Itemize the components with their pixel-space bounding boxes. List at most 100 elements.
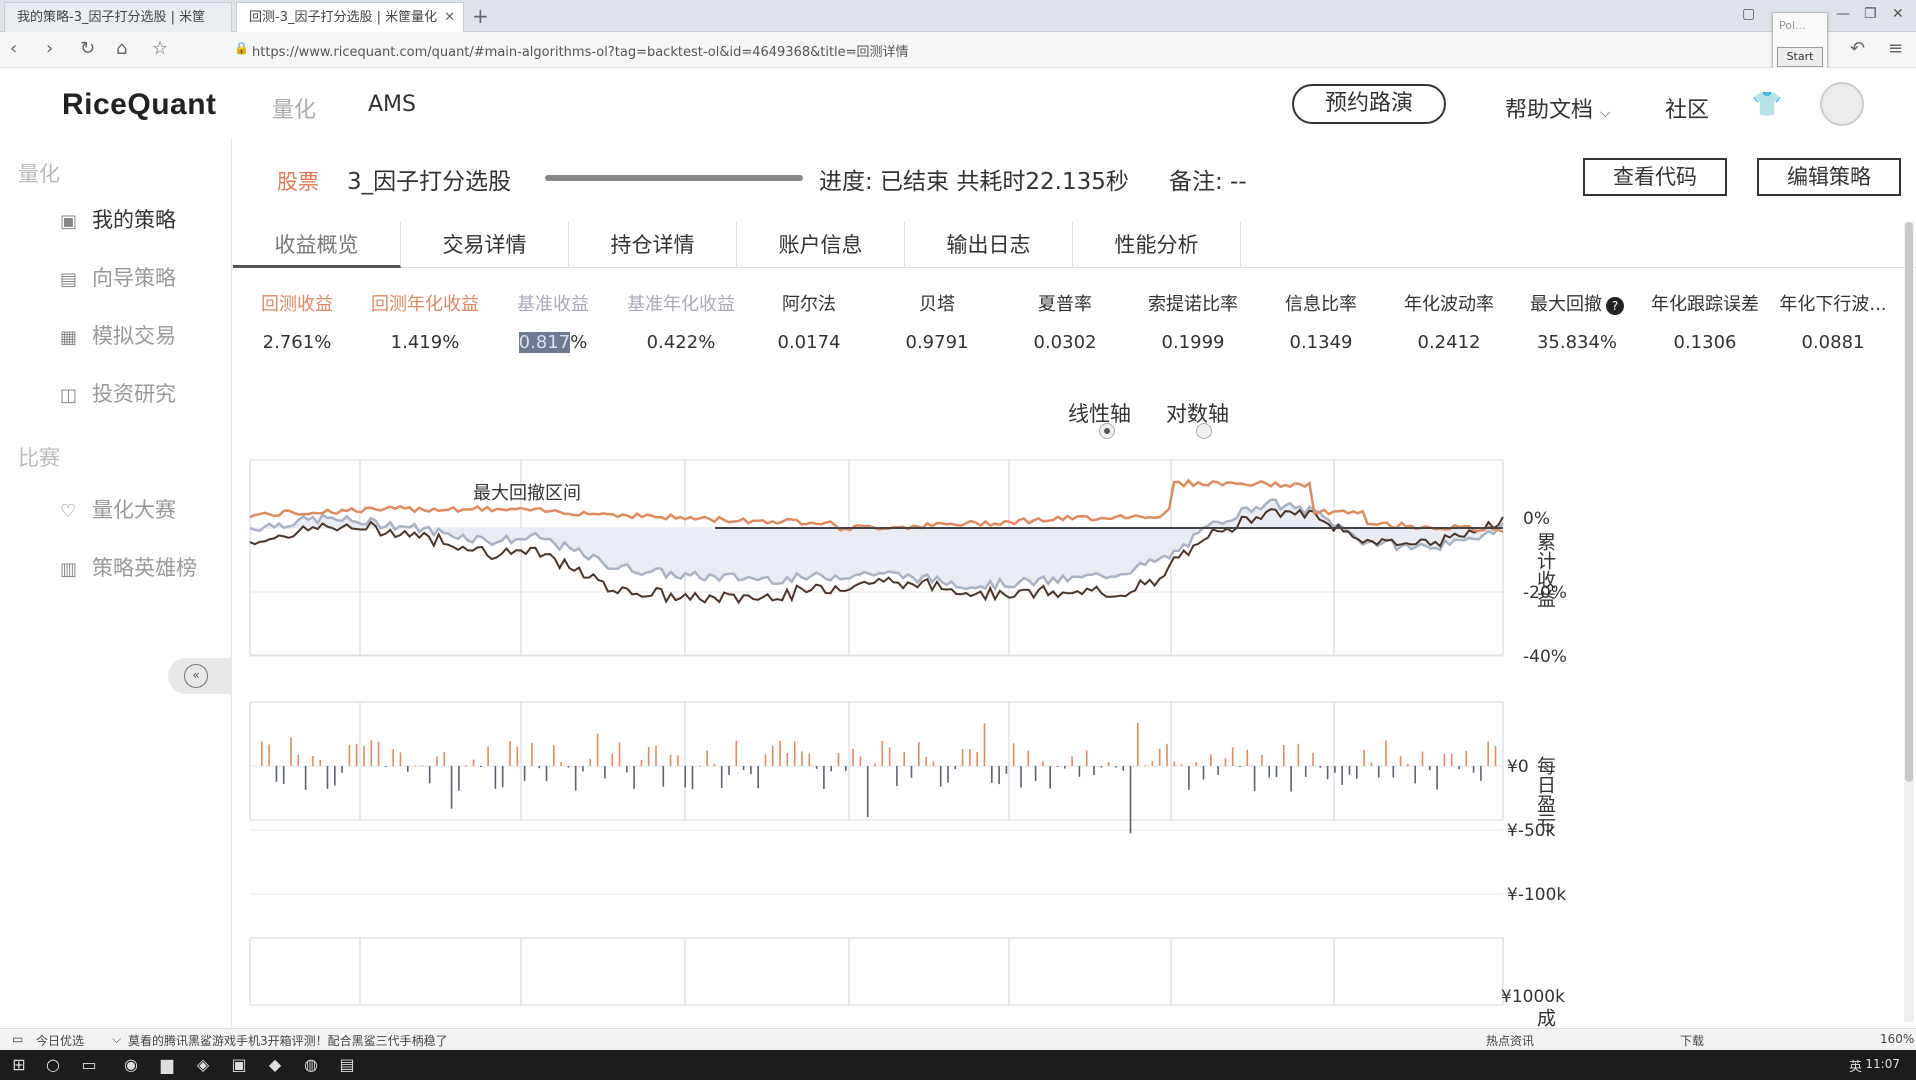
nav-quant[interactable]: 量化 — [272, 98, 317, 123]
roadshow-button[interactable]: 预约路演 — [1292, 84, 1446, 124]
metric-benchmark-annual: 基准年化收益 0.422% — [617, 290, 745, 353]
app-icon[interactable]: ◆ — [268, 1055, 282, 1074]
app-icon[interactable]: ◍ — [304, 1055, 318, 1074]
news-section-label[interactable]: 今日优选 — [36, 1034, 85, 1048]
shirt-icon[interactable]: 👕 — [1752, 90, 1782, 118]
page-scrollbar[interactable] — [1904, 222, 1914, 1022]
windows-start-icon[interactable]: ⊞ — [12, 1055, 26, 1074]
download-link[interactable]: 下载 — [1680, 1034, 1705, 1048]
sidebar-item-contest[interactable]: ♡ 量化大赛 — [60, 494, 176, 524]
daily-pnl-bar — [669, 754, 672, 766]
daily-pnl-bar — [385, 766, 387, 767]
maximize-icon[interactable]: ❐ — [1864, 6, 1877, 22]
tab-performance[interactable]: 性能分析 — [1073, 222, 1241, 268]
browser-tab-active[interactable]: 回测-3_因子打分选股 | 米筐量化 ✕ — [236, 2, 464, 32]
sidebar-item-guide-strategies[interactable]: ▤ 向导策略 — [60, 262, 176, 292]
daily-pnl-bar — [1443, 754, 1446, 766]
app-icon[interactable]: ▤ — [339, 1055, 355, 1074]
daily-pnl-bar — [458, 766, 460, 791]
daily-pnl-bar — [903, 751, 905, 766]
forward-icon[interactable]: › — [46, 38, 54, 59]
close-icon[interactable]: ✕ — [444, 10, 455, 25]
sidebar-item-paper-trading[interactable]: ▦ 模拟交易 — [60, 320, 176, 350]
daily-pnl-bar — [677, 755, 679, 766]
back-icon[interactable]: ‹ — [10, 38, 18, 59]
research-icon: ◫ — [60, 385, 78, 406]
daily-pnl-bar — [290, 737, 292, 766]
undo-icon[interactable]: ↶ — [1850, 38, 1866, 59]
double-chevron-left-icon: « — [184, 664, 208, 688]
browser-app-icon[interactable]: ◉ — [124, 1055, 138, 1074]
app-icon[interactable]: ◈ — [196, 1055, 210, 1074]
home-icon[interactable]: ⌂ — [116, 38, 128, 59]
daily-pnl-bar — [589, 758, 592, 766]
daily-pnl-bar — [954, 766, 957, 770]
daily-pnl-bar — [1290, 766, 1292, 792]
ime-indicator[interactable]: 英 — [1848, 1060, 1862, 1075]
tab-overview[interactable]: 收益概览 — [233, 222, 401, 268]
linear-axis-radio[interactable] — [1099, 423, 1115, 439]
app-icon[interactable]: ▣ — [231, 1055, 247, 1074]
hot-news-link[interactable]: 热点资讯 — [1486, 1034, 1535, 1048]
daily-pnl-bar — [1137, 722, 1139, 766]
task-view-icon[interactable]: ▭ — [81, 1055, 97, 1074]
close-window-icon[interactable]: ✕ — [1892, 6, 1904, 22]
scrollbar-thumb[interactable] — [1905, 222, 1913, 782]
address-bar: ‹ › ↻ ⌂ ☆ 🔒 https://www.ricequant.com/qu… — [0, 32, 1916, 68]
search-icon[interactable]: ○ — [46, 1055, 60, 1074]
daily-pnl-bar — [355, 743, 358, 766]
sidebar-item-label: 策略英雄榜 — [92, 556, 197, 580]
sidebar-item-label: 投资研究 — [92, 382, 176, 406]
nav-help-docs[interactable]: 帮助文档 ⌵ — [1505, 92, 1611, 124]
minimize-icon[interactable]: — — [1836, 6, 1850, 22]
sidebar-item-my-strategies[interactable]: ▣ 我的策略 — [60, 204, 176, 234]
help-icon[interactable]: ? — [1606, 297, 1624, 315]
daily-pnl-bar — [720, 766, 723, 788]
daily-pnl-bar — [480, 766, 482, 767]
daily-pnl-bar — [1158, 748, 1161, 766]
tab-account[interactable]: 账户信息 — [737, 222, 905, 268]
menu-icon[interactable]: ≡ — [1888, 38, 1904, 59]
returns-axis-title: 累计收益 — [1534, 532, 1556, 608]
percent-suffix: % — [570, 332, 588, 353]
sidebar-item-research[interactable]: ◫ 投资研究 — [60, 378, 176, 408]
tab-log[interactable]: 输出日志 — [905, 222, 1073, 268]
edit-strategy-button[interactable]: 编辑策略 — [1757, 158, 1901, 196]
daily-pnl-bar — [1275, 766, 1278, 778]
log-axis-label[interactable]: 对数轴 — [1166, 402, 1229, 426]
daily-pnl-bar — [1210, 754, 1212, 766]
metric-sharpe: 夏普率 0.0302 — [1001, 290, 1129, 353]
help-label: 帮助文档 — [1505, 98, 1594, 123]
nav-ams[interactable]: AMS — [368, 92, 416, 117]
browser-tab[interactable]: 我的策略-3_因子打分选股 | 米筐 — [4, 2, 232, 32]
daily-pnl-bar — [450, 766, 453, 809]
nav-community[interactable]: 社区 — [1665, 98, 1710, 123]
daily-pnl-bar — [1450, 753, 1453, 766]
ricequant-logo[interactable]: RiceQuant — [62, 88, 217, 121]
metric-annual-return: 回测年化收益 1.419% — [361, 290, 489, 353]
volume-axis-title: 成 — [1534, 1008, 1556, 1027]
chevron-down-icon: ⌵ — [1600, 105, 1611, 121]
view-code-button[interactable]: 查看代码 — [1583, 158, 1727, 196]
log-axis-radio[interactable] — [1196, 423, 1212, 439]
linear-axis-label[interactable]: 线性轴 — [1068, 402, 1131, 426]
star-icon[interactable]: ☆ — [152, 38, 169, 59]
restore-icon[interactable]: ▢ — [1742, 6, 1756, 22]
sidebar-item-leaderboard[interactable]: ▥ 策略英雄榜 — [60, 552, 197, 582]
url-field[interactable]: https://www.ricequant.com/quant/#main-al… — [252, 45, 909, 60]
daily-pnl-bar — [1399, 755, 1402, 766]
refresh-icon[interactable]: ↻ — [80, 38, 96, 59]
daily-pnl-bar — [728, 766, 730, 775]
daily-pnl-bar — [742, 766, 745, 771]
tab-trades[interactable]: 交易详情 — [401, 222, 569, 268]
tab-positions[interactable]: 持仓详情 — [569, 222, 737, 268]
daily-pnl-bar — [1297, 743, 1300, 766]
news-headline[interactable]: 莫看的腾讯黑鲨游戏手机3开箱评测！配合黑鲨三代手柄稳了 — [128, 1034, 448, 1048]
collapse-sidebar-button[interactable]: « — [168, 658, 232, 694]
metric-value: 35.834% — [1536, 332, 1618, 353]
new-tab-icon[interactable]: + — [472, 4, 489, 28]
zoom-level[interactable]: 160% — [1880, 1032, 1915, 1046]
start-button[interactable]: Start — [1777, 47, 1823, 67]
folder-icon[interactable]: ▆ — [160, 1055, 174, 1074]
avatar[interactable] — [1820, 82, 1864, 126]
